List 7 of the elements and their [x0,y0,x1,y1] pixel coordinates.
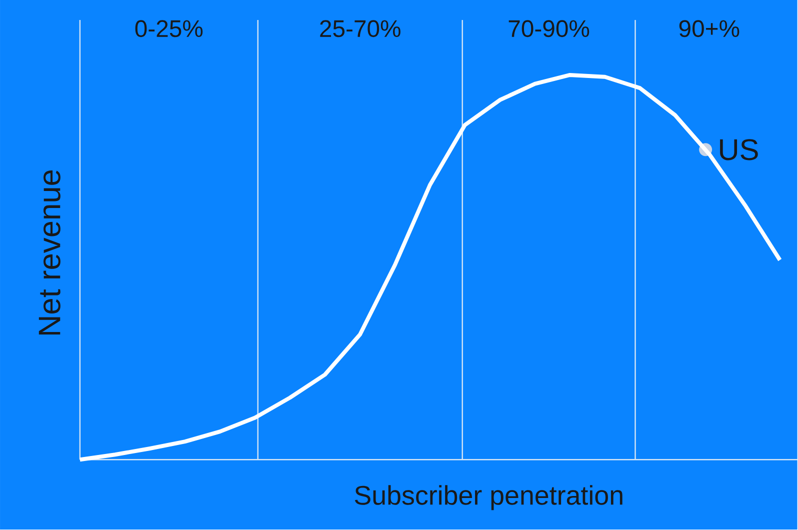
y-axis-title: Net revenue [38,170,60,335]
text: 25-70% [320,20,400,38]
text: 0-25% [135,20,203,38]
text: 70-90% [508,20,590,38]
text: 90+% [679,20,740,38]
x-axis-title: Subscriber penetration [354,485,622,510]
annotation: US [720,139,758,160]
